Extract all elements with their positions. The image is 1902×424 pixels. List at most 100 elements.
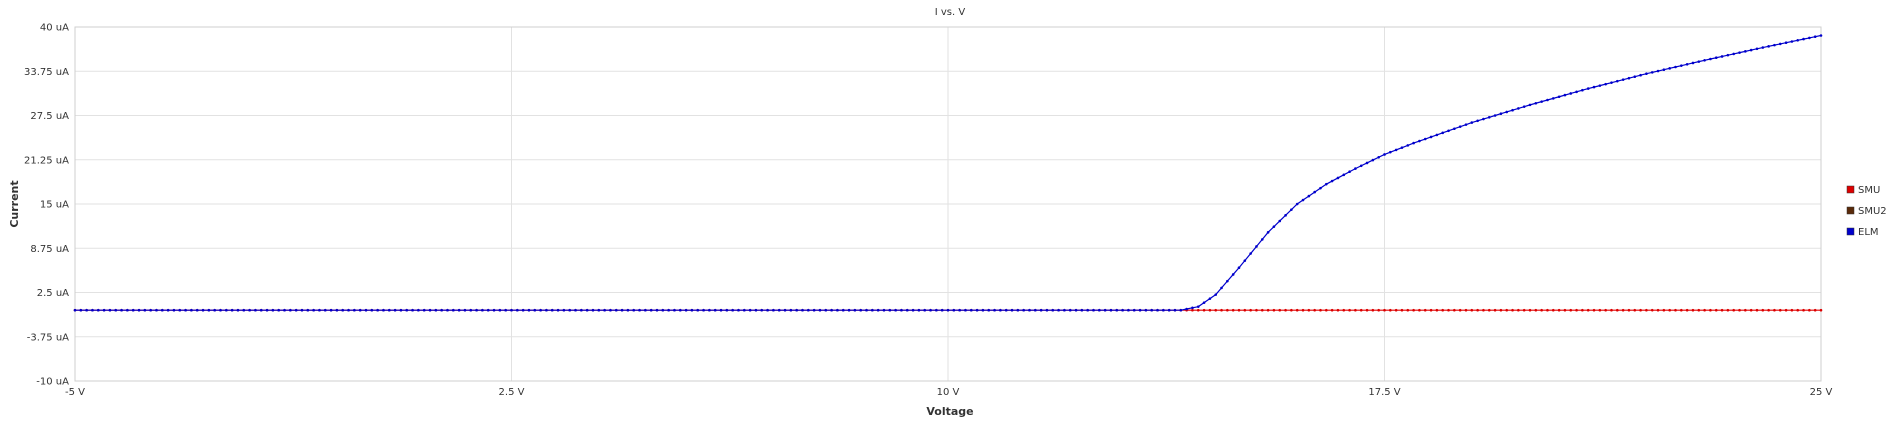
data-point <box>1685 63 1689 66</box>
data-point <box>958 308 961 312</box>
data-point <box>1773 308 1776 312</box>
data-point <box>568 308 571 312</box>
data-point <box>1208 297 1212 300</box>
data-point <box>1540 308 1543 312</box>
data-point <box>841 308 845 312</box>
data-point <box>1808 308 1811 312</box>
data-point <box>1004 308 1008 312</box>
data-point <box>754 308 758 312</box>
data-point <box>1121 308 1124 312</box>
data-point <box>347 308 350 312</box>
data-point <box>1423 137 1427 141</box>
data-point <box>96 308 100 312</box>
data-point <box>1080 308 1084 312</box>
data-point <box>1633 75 1637 78</box>
data-point <box>1517 107 1520 110</box>
data-point <box>1290 308 1293 312</box>
data-point <box>1784 41 1788 45</box>
data-point <box>143 308 147 312</box>
data-point <box>1307 194 1311 198</box>
data-point <box>1272 308 1276 312</box>
data-point <box>614 308 618 312</box>
data-point <box>1156 308 1159 312</box>
data-point <box>1755 308 1759 312</box>
data-point <box>393 308 397 312</box>
data-point <box>1557 308 1561 312</box>
data-point <box>649 308 653 312</box>
data-point <box>155 308 158 312</box>
data-point <box>667 308 670 312</box>
data-point <box>748 308 752 312</box>
data-point <box>1586 308 1590 312</box>
data-point <box>1266 231 1270 234</box>
data-point <box>184 308 187 312</box>
data-point <box>725 308 729 312</box>
data-point <box>1586 87 1590 90</box>
data-point <box>597 308 601 312</box>
data-point <box>818 308 822 312</box>
data-point <box>1493 308 1497 312</box>
data-point <box>469 308 473 312</box>
data-point <box>1313 190 1316 194</box>
data-point <box>236 308 240 312</box>
data-point <box>1319 308 1322 312</box>
data-point <box>1616 79 1619 83</box>
data-point <box>1301 308 1305 312</box>
data-point <box>1295 202 1299 206</box>
data-point <box>1499 112 1503 116</box>
x-axis-label: Voltage <box>926 405 973 418</box>
data-point <box>940 308 944 312</box>
data-point <box>1237 266 1241 270</box>
data-point <box>1173 308 1177 312</box>
data-point <box>760 308 764 312</box>
data-point <box>871 308 874 312</box>
y-tick-label: -3.75 uA <box>27 332 69 343</box>
data-point <box>1034 308 1037 312</box>
data-point <box>801 308 804 312</box>
data-point <box>1738 51 1741 54</box>
data-point <box>1773 43 1776 47</box>
data-point <box>1313 308 1316 312</box>
data-point <box>1464 123 1468 126</box>
data-point <box>1371 158 1375 162</box>
data-point <box>1656 69 1660 73</box>
y-axis-label: Current <box>8 180 21 227</box>
data-point <box>1546 98 1549 102</box>
data-point <box>1517 308 1520 312</box>
data-point <box>521 308 525 312</box>
data-point <box>1226 279 1229 283</box>
data-point <box>353 308 356 312</box>
data-point <box>987 308 991 312</box>
data-point <box>1639 73 1642 77</box>
data-point <box>1284 214 1287 217</box>
data-point <box>1383 153 1386 156</box>
data-point <box>102 308 106 312</box>
data-point <box>1162 308 1165 312</box>
data-point <box>1214 293 1218 296</box>
data-point <box>265 308 269 312</box>
data-point <box>1575 308 1578 312</box>
data-point <box>1325 182 1328 186</box>
data-point <box>1325 308 1328 312</box>
data-point <box>1476 308 1479 312</box>
data-point <box>230 308 234 312</box>
data-point <box>1720 308 1724 312</box>
data-point <box>1720 55 1724 58</box>
legend-label: SMU2 <box>1858 206 1887 217</box>
data-point <box>1394 308 1398 312</box>
y-tick-label: 15 uA <box>40 200 69 211</box>
y-tick-label: 8.75 uA <box>30 244 69 255</box>
data-point <box>1354 167 1357 170</box>
data-point <box>1226 308 1229 312</box>
data-point <box>428 308 432 312</box>
data-point <box>1691 61 1695 65</box>
data-point <box>1127 308 1130 312</box>
data-point <box>1627 76 1631 80</box>
data-point <box>1400 308 1404 312</box>
data-point <box>1447 308 1450 312</box>
data-point <box>1365 308 1369 312</box>
data-point <box>329 308 333 312</box>
data-point <box>1185 307 1188 311</box>
data-point <box>935 308 938 312</box>
data-point <box>1633 308 1637 312</box>
